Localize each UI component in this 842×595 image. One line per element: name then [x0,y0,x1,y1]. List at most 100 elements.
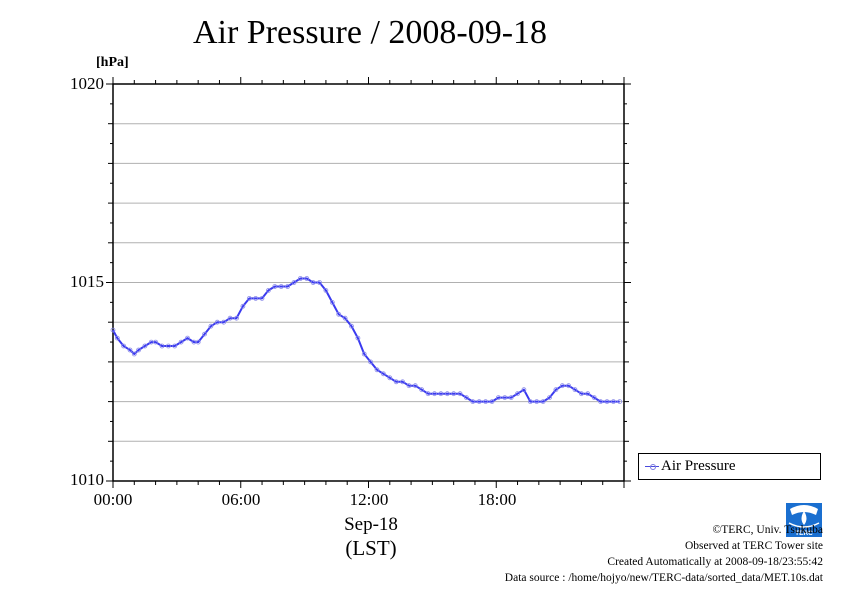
data-point [457,391,463,397]
x-tick-label: 00:00 [93,490,133,509]
legend-label: Air Pressure [661,458,736,474]
data-point [285,284,291,289]
data-point [323,287,329,293]
data-point [259,295,265,301]
data-point [317,280,322,285]
data-point [240,303,246,309]
x-tick-label: 18:00 [477,490,517,509]
x-axis-timezone-label: (LST) [345,536,397,560]
data-point [202,331,208,337]
series-group [110,276,623,405]
data-point [221,319,227,325]
legend-swatch [645,464,659,470]
y-tick-label: 1015 [70,272,104,291]
svg-text:TERC: TERC [795,530,813,537]
data-point [521,387,527,393]
data-point [265,287,271,293]
data-point [463,395,469,401]
data-point [342,315,348,321]
data-point [515,391,520,397]
data-point [227,315,233,321]
grid-lines [113,123,624,442]
data-point [438,391,444,397]
data-point [355,335,361,341]
data-point [483,399,489,405]
data-point [598,399,603,405]
data-point [393,379,399,385]
data-point [234,315,239,321]
data-point [559,383,565,389]
data-point [617,399,623,405]
x-axis-date-label: Sep-18 [344,514,398,535]
axis-ticks [106,77,631,488]
y-tick-label: 1010 [70,470,104,489]
data-point [432,391,437,397]
data-point [272,284,278,289]
terc-logo: TERC [786,503,822,537]
data-point [278,284,284,289]
observed-text: Observed at TERC Tower site [684,540,823,552]
series-line [112,277,620,403]
y-axis-label: [hPa] [96,55,129,70]
credits: ©TERC, Univ. Tsukuba Observed at TERC To… [505,522,823,586]
data-point [153,339,159,345]
data-point [579,391,584,397]
data-point [380,371,386,377]
data-point [361,351,367,357]
data-point [553,387,559,393]
data-point [374,367,380,373]
x-tick-label: 12:00 [349,490,389,509]
copyright-text: ©TERC, Univ. Tsukuba [712,524,823,536]
data-point [604,399,610,405]
data-point [425,391,431,397]
data-point [566,383,571,389]
data-point [508,395,514,401]
data-point [489,399,495,405]
created-text: Created Automatically at 2008-09-18/23:5… [607,556,823,568]
data-point [291,280,297,285]
data-point [195,339,201,345]
data-point [611,399,616,405]
x-tick-label: 06:00 [221,490,261,509]
data-point [185,335,190,341]
data-point [110,327,116,333]
data-point [136,347,142,353]
chart-title: Air Pressure / 2008-09-18 [192,14,548,51]
y-tick-label: 1020 [70,74,104,93]
data-point [400,379,406,385]
data-point [297,276,303,281]
data-point [253,295,259,301]
data-point [406,383,412,389]
data-point [387,375,393,381]
data-point [114,335,120,341]
data-point [451,391,457,397]
data-point [444,391,450,397]
data-point [572,387,578,393]
data-point [165,343,171,349]
data-point [208,323,214,329]
data-point [214,319,220,325]
data-point [349,323,354,329]
data-point [304,276,310,281]
data-point [159,343,165,349]
data-point [476,399,482,405]
data-point [329,299,335,305]
data-point [495,395,501,401]
data-point [540,399,546,405]
data-point [121,343,126,349]
data-point [131,351,137,357]
data-point [470,399,476,405]
data-point [419,387,425,393]
data-point [142,343,148,349]
data-point [502,395,508,401]
data-point [310,280,316,285]
data-point [246,295,252,301]
data-point [585,391,591,397]
legend: Air Pressure [638,453,821,480]
data-point [534,399,540,405]
data-point [172,343,178,349]
data-point [368,359,374,365]
data-point [527,399,533,405]
data-point [178,339,184,345]
source-text: Data source : /home/hojyo/new/TERC-data/… [504,572,823,584]
